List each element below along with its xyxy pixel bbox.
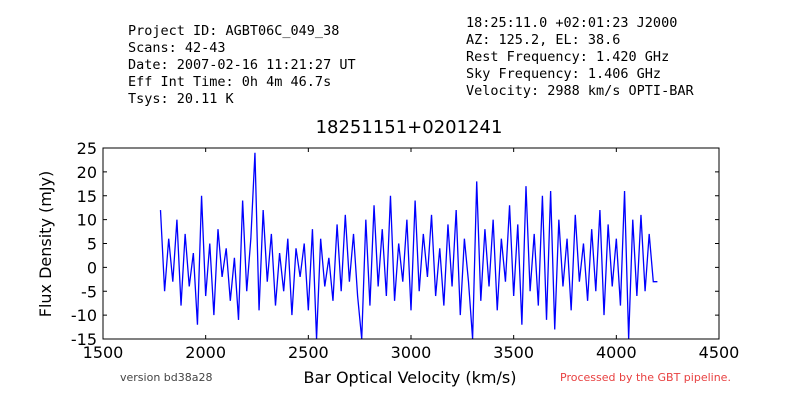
header-info: Velocity: 2988 km/s OPTI-BAR [466,83,694,99]
y-tick-label: 20 [77,163,97,182]
y-axis-label: Flux Density (mJy) [36,171,55,318]
header-info: AZ: 125.2, EL: 38.6 [466,32,620,48]
x-tick-label: 3000 [391,343,432,362]
spectrum-line [159,152,658,340]
header-info: Rest Frequency: 1.420 GHz [466,49,669,65]
x-tick-label: 4500 [699,343,740,362]
y-tick-label: 15 [77,187,97,206]
y-tick-label: -15 [71,330,97,349]
y-tick-label: -5 [81,282,97,301]
pipeline-note: Processed by the GBT pipeline. [560,371,731,384]
header-info: 18:25:11.0 +02:01:23 J2000 [466,15,677,31]
version-note: version bd38a28 [120,371,213,384]
y-tick-label: 25 [77,139,97,158]
header-info: Project ID: AGBT06C_049_38 [128,23,339,39]
x-tick-label: 2500 [288,343,329,362]
x-tick-label: 3500 [493,343,534,362]
chart-title: 18251151+0201241 [316,117,503,138]
y-tick-label: 0 [87,258,97,277]
y-tick-label: 10 [77,211,97,230]
y-tick-label: -10 [71,306,97,325]
header-info: Scans: 42-43 [128,40,226,56]
header-info: Eff Int Time: 0h 4m 46.7s [128,74,331,90]
x-tick-label: 1500 [83,343,124,362]
y-tick-label: 5 [87,235,97,254]
header-info: Tsys: 20.11 K [128,91,235,107]
header-info: Date: 2007-02-16 11:21:27 UT [128,57,356,73]
x-tick-label: 2000 [185,343,226,362]
x-axis-label: Bar Optical Velocity (km/s) [304,368,517,387]
header-info: Sky Frequency: 1.406 GHz [466,66,661,82]
x-tick-label: 4000 [596,343,637,362]
